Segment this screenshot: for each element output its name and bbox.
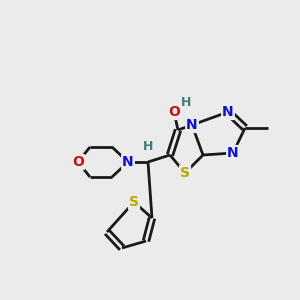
Text: S: S <box>180 166 190 180</box>
Text: H: H <box>181 95 191 109</box>
Text: S: S <box>129 195 139 209</box>
Text: N: N <box>227 146 239 160</box>
Text: O: O <box>168 105 180 119</box>
Text: O: O <box>72 155 84 169</box>
Text: N: N <box>186 118 198 132</box>
Text: N: N <box>122 155 134 169</box>
Text: H: H <box>143 140 153 152</box>
Text: N: N <box>222 105 234 119</box>
